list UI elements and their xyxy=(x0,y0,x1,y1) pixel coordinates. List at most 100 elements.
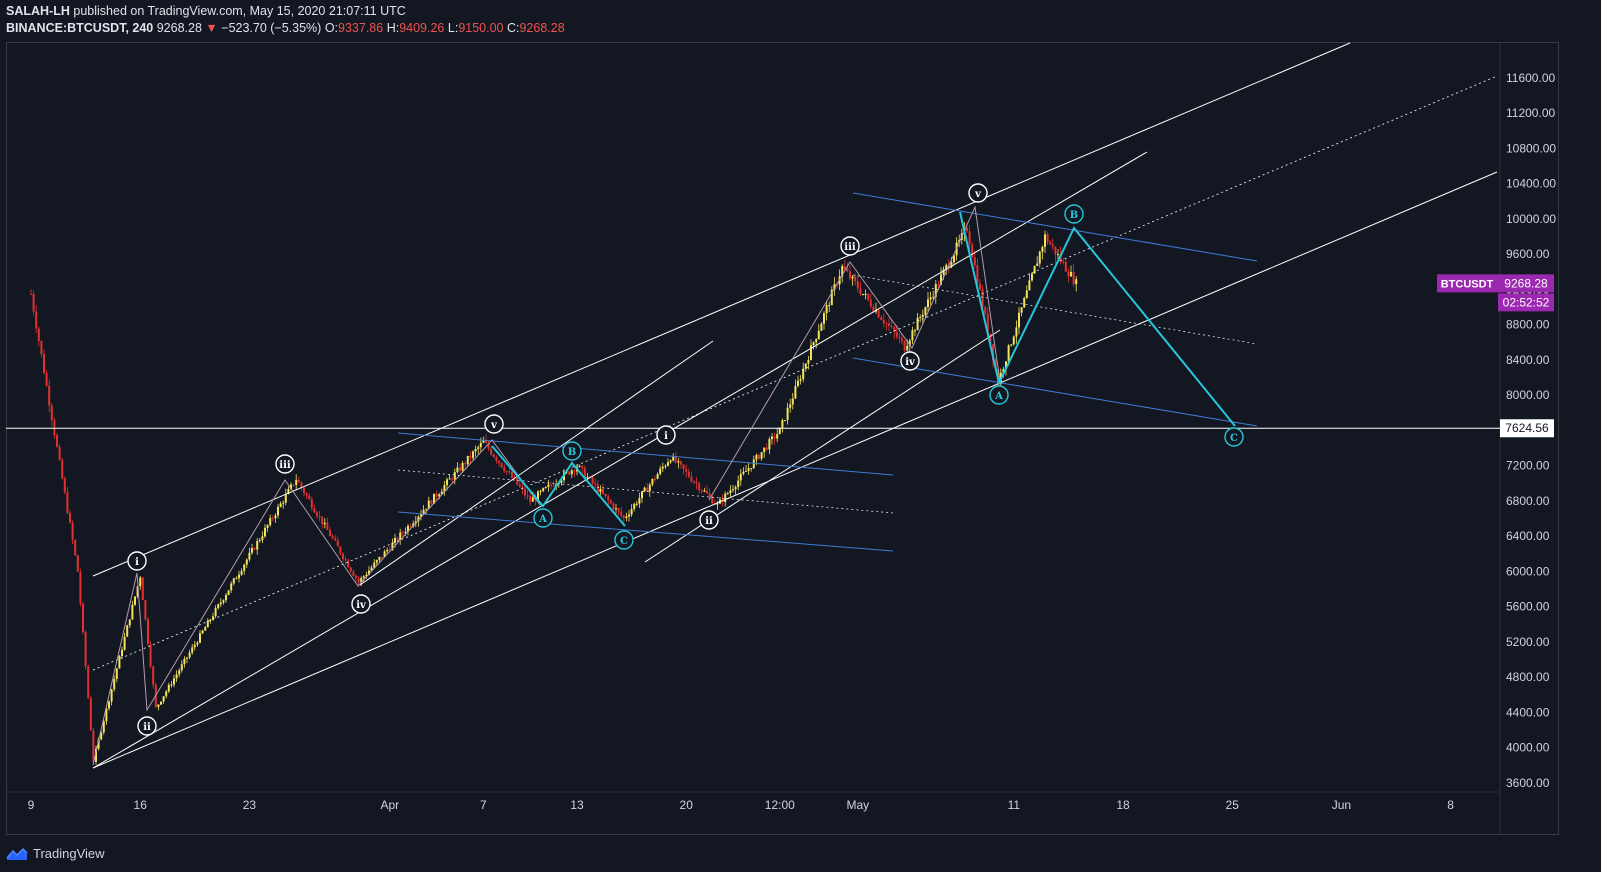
candle-body xyxy=(440,491,443,495)
correction-channel-bottom[interactable] xyxy=(397,511,894,552)
footer-brand[interactable]: TradingView xyxy=(33,846,105,861)
candle-body xyxy=(976,265,979,284)
candle-body xyxy=(113,678,116,690)
candle-body xyxy=(778,427,781,435)
candle-body xyxy=(680,461,682,465)
candle-body xyxy=(750,467,753,469)
candle-body xyxy=(638,498,641,504)
candle-body xyxy=(927,299,929,308)
candle-body xyxy=(102,721,105,733)
candle-body xyxy=(607,496,610,501)
time-tick: 12:00 xyxy=(765,798,795,812)
candle-body xyxy=(1062,261,1065,263)
wave-label-i[interactable]: i xyxy=(127,551,147,571)
candle-body xyxy=(648,484,651,492)
candle-body xyxy=(316,512,318,517)
candle-body xyxy=(708,493,711,497)
time-tick: 25 xyxy=(1226,798,1240,812)
wave-label-v[interactable]: v xyxy=(968,183,988,203)
wave-trend-line-3[interactable] xyxy=(644,329,1001,563)
candle-body xyxy=(656,474,659,479)
candle-body xyxy=(193,644,196,648)
wave-trend-line-2[interactable] xyxy=(359,340,714,586)
impulse-wave-path-2[interactable] xyxy=(708,205,1001,501)
correction-channel-top-2[interactable] xyxy=(852,192,1258,262)
channel-lower-line[interactable] xyxy=(92,171,1498,769)
candle-body xyxy=(92,730,95,762)
candle-body xyxy=(531,497,534,502)
wave-label-iv[interactable]: iv xyxy=(351,594,371,614)
candle-body xyxy=(30,293,32,295)
candle-body xyxy=(251,548,253,553)
candle-body xyxy=(381,556,383,558)
time-tick: 7 xyxy=(480,798,487,812)
candle-body xyxy=(399,532,402,541)
candle-body xyxy=(235,578,238,580)
candle-body xyxy=(776,434,779,439)
candle-body xyxy=(825,305,828,314)
candle-body xyxy=(810,345,812,361)
correction-channel-mid-2[interactable] xyxy=(852,274,1258,345)
wave-label-c[interactable]: C xyxy=(1224,427,1244,447)
candle-body xyxy=(583,467,586,478)
wave-label-a[interactable]: A xyxy=(533,508,553,528)
wave-label-v[interactable]: v xyxy=(484,414,504,434)
wave-label-b[interactable]: B xyxy=(1064,204,1084,224)
correction-abc-path[interactable] xyxy=(491,445,626,527)
price-badge-bg[interactable] xyxy=(1437,274,1554,293)
trendlines xyxy=(6,42,1500,769)
candle-body xyxy=(170,684,173,686)
candle-body xyxy=(539,491,542,493)
channel-mid-line[interactable] xyxy=(92,75,1498,671)
wave-label-a[interactable]: A xyxy=(989,385,1009,405)
candle-body xyxy=(771,436,773,440)
candle-body xyxy=(877,310,880,318)
correction-abc-path-2[interactable] xyxy=(959,211,1236,427)
candle-body xyxy=(32,293,35,312)
correction-channel-top[interactable] xyxy=(397,432,894,476)
close-label: C: xyxy=(506,21,520,35)
candle-body xyxy=(368,570,370,575)
candle-body xyxy=(524,488,526,496)
candle-body xyxy=(186,657,188,659)
correction-channel-bottom-2[interactable] xyxy=(852,357,1258,427)
candle-body xyxy=(934,284,937,297)
wave-label-iii[interactable]: iii xyxy=(275,454,295,474)
wave-label-iv[interactable]: iv xyxy=(900,351,920,371)
author-name[interactable]: SALAH-LH xyxy=(6,4,70,18)
candle-body xyxy=(243,564,246,572)
price-tick: 5600.00 xyxy=(1506,600,1550,614)
impulse-wave-path[interactable] xyxy=(92,439,541,766)
candle-body xyxy=(477,447,480,450)
candle-body xyxy=(466,455,469,465)
wave-label-ii[interactable]: ii xyxy=(137,716,157,736)
candle-body xyxy=(765,447,768,450)
candle-body xyxy=(165,691,168,697)
candle-body xyxy=(261,536,264,540)
price-tick: 4000.00 xyxy=(1506,741,1550,755)
candle-body xyxy=(329,529,331,537)
candle-body xyxy=(1046,234,1049,243)
correction-channel-mid[interactable] xyxy=(397,469,894,514)
candle-body xyxy=(864,293,867,295)
tradingview-logo-icon[interactable] xyxy=(6,847,28,861)
wave-label-c[interactable]: C xyxy=(614,530,634,550)
time-tick: May xyxy=(846,798,869,812)
wave-trend-line[interactable] xyxy=(92,151,1148,769)
candle-body xyxy=(274,515,277,519)
symbol-label[interactable]: BINANCE:BTCUSDT, 240 xyxy=(6,21,154,35)
candle-body xyxy=(1018,312,1020,328)
wave-label-b[interactable]: B xyxy=(562,441,582,461)
wave-label-ii[interactable]: ii xyxy=(699,510,719,530)
candle-body xyxy=(1041,246,1044,252)
wave-label-v-text: v xyxy=(490,420,498,431)
candle-body xyxy=(1070,271,1072,277)
candle-body xyxy=(204,627,207,631)
channel-upper-line[interactable] xyxy=(92,42,1351,577)
wave-label-ii-circle xyxy=(699,510,719,530)
wave-label-i[interactable]: i xyxy=(656,425,676,445)
candle-body xyxy=(1005,361,1007,370)
wave-label-iii[interactable]: iii xyxy=(840,236,860,256)
